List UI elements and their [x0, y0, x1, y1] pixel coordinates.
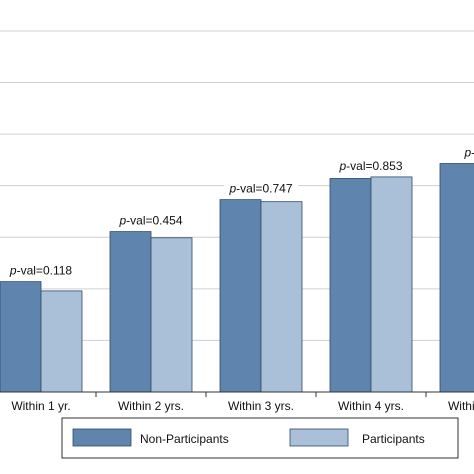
legend-swatch: [289, 428, 349, 447]
legend-label: Non-Participants: [140, 432, 229, 446]
p-prefix: -val=: [17, 264, 43, 278]
p-value-label: p-val=0.118: [9, 264, 72, 278]
bar: [439, 163, 474, 393]
p-value: 0.454: [153, 214, 183, 228]
bar: [370, 176, 413, 393]
x-tick-label: Within 5 yrs.: [448, 399, 474, 413]
label-box: [444, 144, 474, 160]
p-prefix: -val=: [471, 146, 474, 160]
x-tick-label: Within 1 yr.: [11, 399, 70, 413]
p-italic: p: [118, 214, 126, 228]
p-italic: p: [463, 146, 471, 160]
label-box: [334, 157, 408, 173]
p-prefix: -val=: [126, 214, 152, 228]
bar: [150, 237, 193, 393]
p-value-label: p-val=0.853: [338, 159, 402, 173]
p-value: 0.118: [43, 264, 72, 278]
legend-swatch: [72, 428, 132, 447]
p-value-label: p-val=0.747: [228, 182, 292, 196]
bar: [260, 201, 303, 393]
x-tick-label: Within 2 yrs.: [118, 399, 184, 413]
p-value-label: p-val=0.454: [118, 214, 182, 228]
bar: [40, 290, 83, 393]
bar: [329, 178, 372, 393]
label-box: [224, 180, 298, 196]
p-prefix: -val=: [236, 182, 262, 196]
p-italic: p: [228, 182, 236, 196]
p-value: 0.853: [373, 159, 403, 173]
bar: [0, 281, 42, 393]
p-value-label: p-val=: [463, 146, 474, 160]
legend-label: Participants: [362, 432, 425, 446]
label-box: [114, 212, 188, 228]
label-box: [4, 262, 78, 278]
p-italic: p: [338, 159, 346, 173]
p-prefix: -val=: [346, 159, 372, 173]
x-tick-label: Within 3 yrs.: [228, 399, 294, 413]
p-value: 0.747: [263, 182, 293, 196]
x-tick-label: Within 4 yrs.: [338, 399, 404, 413]
p-italic: p: [9, 264, 17, 278]
bar: [109, 231, 152, 393]
bar: [219, 199, 262, 393]
